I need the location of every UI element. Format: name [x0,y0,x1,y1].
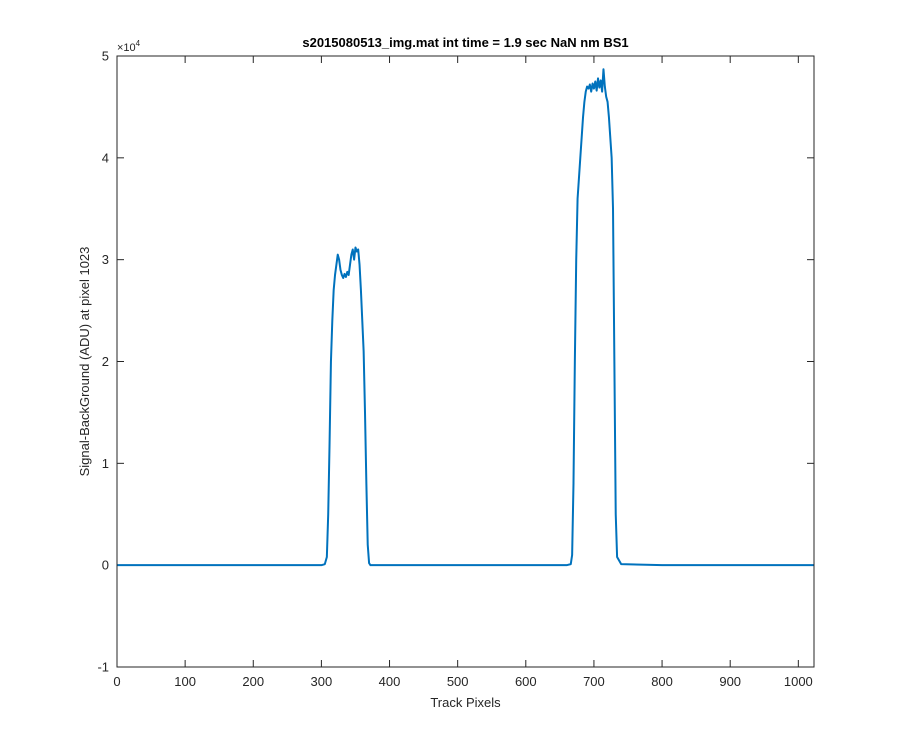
x-tick-label: 200 [242,674,264,689]
series-line-0 [117,68,814,567]
y-axis-label: Signal-BackGround (ADU) at pixel 1023 [77,247,92,477]
x-axis-label: Track Pixels [430,695,501,710]
series-layer [117,68,814,567]
y-tick-label: 2 [102,354,109,369]
x-tick-label: 300 [311,674,333,689]
axes-box [116,55,815,668]
y-tick-label: -1 [97,660,109,675]
x-tick-label: 0 [113,674,120,689]
ticks-layer: 0 100 200 300 400 500 600 700 800 900 1000 -1 0 1 2 3 4 5 [97,49,814,689]
y-exponent-label: ×104 [117,39,141,54]
x-tick-label: 900 [719,674,741,689]
y-exponent-power: 4 [136,39,141,48]
x-tick-label: 100 [174,674,196,689]
plot-area [117,56,814,667]
y-exponent-base: ×10 [117,42,136,54]
x-tick-label: 500 [447,674,469,689]
x-tick-label: 1000 [784,674,813,689]
x-tick-label: 800 [651,674,673,689]
y-tick-label: 3 [102,252,109,267]
x-tick-label: 600 [515,674,537,689]
y-tick-label: 1 [102,456,109,471]
y-tick-label: 4 [102,150,109,165]
chart-title: s2015080513_img.mat int time = 1.9 sec N… [302,35,628,50]
x-tick-label: 400 [379,674,401,689]
y-tick-label: 0 [102,558,109,573]
y-tick-label: 5 [102,49,109,64]
x-tick-label: 700 [583,674,605,689]
